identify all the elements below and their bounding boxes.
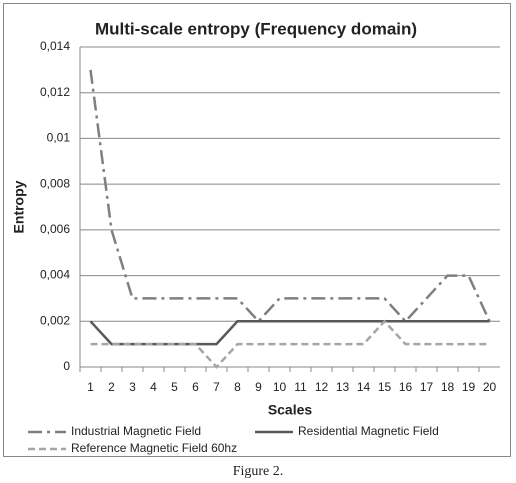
x-tick-label: 12 [315,380,329,394]
y-tick-label: 0,014 [40,39,70,53]
x-tick-label: 3 [129,380,136,394]
chart-title: Multi-scale entropy (Frequency domain) [95,19,417,38]
x-tick-label: 13 [336,380,350,394]
y-axis-label: Entropy [11,180,27,233]
x-tick-label: 8 [234,380,241,394]
x-tick-label: 6 [192,380,199,394]
y-tick-label: 0,006 [40,222,70,236]
x-tick-label: 17 [420,380,434,394]
x-tick-label: 4 [150,380,157,394]
y-tick-label: 0,004 [40,268,70,282]
y-tick-label: 0,008 [40,176,70,190]
x-tick-label: 14 [357,380,371,394]
x-tick-label: 15 [378,380,392,394]
x-tick-label: 11 [294,380,307,394]
caption: Figure 2. [233,464,284,479]
y-tick-label: 0,01 [47,131,71,145]
legend-label: Industrial Magnetic Field [71,424,201,438]
y-tick-label: 0,012 [40,85,70,99]
series-line [89,69,491,324]
series-line [90,319,490,369]
y-tick-label: 0,002 [40,313,70,327]
x-tick-label: 16 [399,380,413,394]
x-axis-label: Scales [268,402,313,418]
x-tick-label: 20 [483,380,497,394]
x-tick-label: 2 [108,380,115,394]
x-tick-label: 10 [273,380,287,394]
legend-label: Reference Magnetic Field 60hz [71,441,237,455]
x-tick-label: 5 [171,380,178,394]
x-tick-label: 7 [213,380,220,394]
x-tick-label: 1 [87,380,94,394]
x-tick-label: 18 [441,380,455,394]
x-tick-label: 19 [462,380,476,394]
legend-label: Residential Magnetic Field [298,424,439,438]
y-tick-label: 0 [63,359,70,373]
x-tick-label: 9 [255,380,262,394]
